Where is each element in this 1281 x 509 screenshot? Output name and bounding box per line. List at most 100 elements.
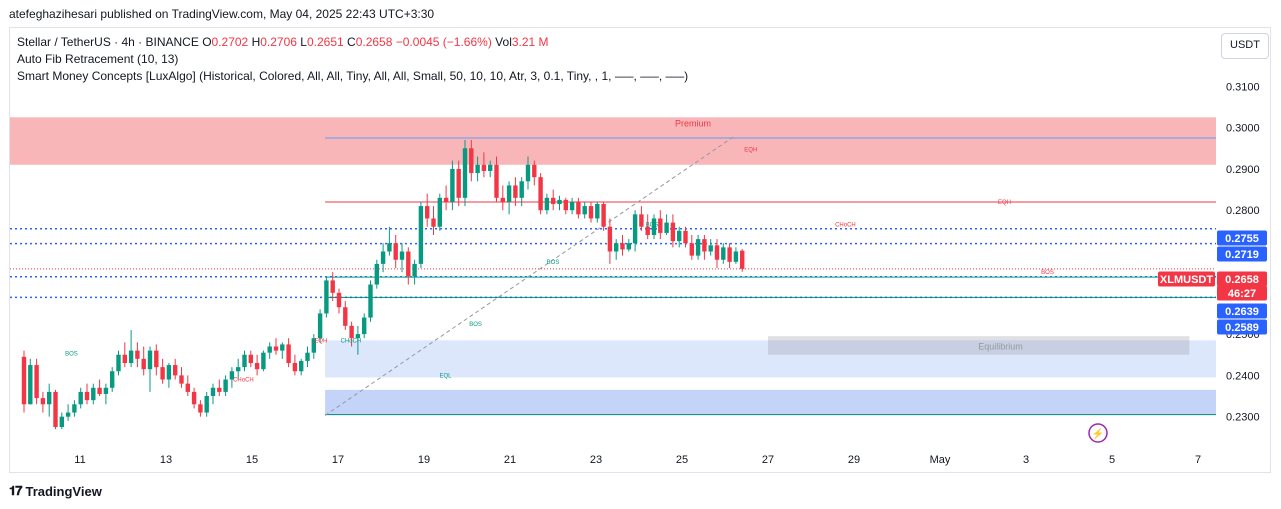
candle-body [311,338,316,353]
zone-discount [325,389,1217,415]
candle [280,342,285,359]
price-badge [1217,230,1267,246]
smc-label-eql: EQL [439,373,452,379]
candle-body [740,250,745,269]
candle [670,214,676,248]
candle-body [330,280,335,293]
candle [110,367,115,392]
footer-brand: TradingView [25,483,102,499]
candle-body [658,218,663,233]
candle [173,358,178,380]
candle-body [639,214,644,227]
candle-body [393,243,398,260]
fib-trend-line [324,136,734,416]
candle-body [664,222,669,233]
candle [317,309,323,343]
candle-body [103,387,109,394]
candle [576,197,581,219]
candle [72,400,77,417]
candle-body [84,391,90,401]
candle [651,214,657,240]
price-badge-text: 0.2719 [1225,249,1259,261]
candle [525,156,531,190]
price-badge [1158,271,1215,287]
candle-body [65,412,71,417]
smc-label-bos: BOS [1041,270,1054,276]
candle-body [34,365,39,399]
candle [254,354,260,376]
open-value: 0.2702 [211,35,249,49]
candle-body [47,391,52,405]
candle-body [317,313,323,339]
candle-body [689,243,694,256]
volume-label: Vol [495,35,512,49]
candle [563,197,568,215]
candle [336,288,342,314]
candle-body [727,247,732,262]
candle-body [28,365,33,405]
candle-body [532,164,537,178]
candle [261,350,266,372]
candle-body [456,168,461,198]
candle [488,160,493,178]
price-badge [1217,271,1267,287]
candle [65,404,71,421]
candle [84,383,90,405]
currency-unit-button[interactable]: USDT [1221,33,1269,59]
candle-body [462,148,468,198]
candle-body [21,356,27,405]
candle-body [683,230,688,244]
candle-body [368,284,373,318]
open-label: O [202,35,212,49]
candle [425,193,430,227]
candle [223,375,228,397]
candle-body [179,375,184,384]
candle [740,249,745,272]
candle [500,185,505,211]
candle-body [210,387,216,397]
candle [299,358,304,376]
candle [343,301,348,330]
candle [595,201,600,223]
low-value: 0.2651 [306,35,344,49]
candle [727,243,732,269]
candle [91,383,96,405]
candle [204,391,209,417]
symbol-legend-row[interactable]: Stellar / TetherUS · 4h · BINANCE O0.270… [17,34,688,51]
lightning-icon [1088,423,1108,443]
candle-body [469,148,474,174]
candle-body [607,226,613,252]
x-tick-label: 3 [1023,454,1029,466]
indicator-smc[interactable]: Smart Money Concepts [LuxAlgo] (Historic… [17,69,689,83]
candle [267,342,272,359]
indicator-auto-fib[interactable]: Auto Fib Retracement (10, 13) [17,52,179,66]
candle [355,325,361,355]
x-tick-label: 17 [332,454,344,466]
candle [683,226,688,248]
candle-body [116,354,121,372]
x-tick-label: May [930,454,951,466]
x-tick-label: 27 [762,454,774,466]
candle-body [614,243,619,252]
x-tick-label: 5 [1109,454,1115,466]
candle [154,344,159,376]
candle-body [538,177,543,211]
candle [689,234,694,260]
candle-body [595,204,600,219]
smc-label-bos: BOS [469,322,482,328]
candle-body [217,387,222,392]
candle-body [204,396,209,413]
candle-body [418,206,424,264]
candle [469,140,474,182]
zone-premium [10,117,1216,165]
candle-body [261,352,266,370]
candle-body [708,245,713,252]
candle [368,280,373,322]
candle [708,239,713,256]
candle [28,358,33,405]
candle-body [651,218,657,235]
candle-body [513,185,518,198]
candle-body [488,164,493,171]
candle-body [343,307,348,326]
